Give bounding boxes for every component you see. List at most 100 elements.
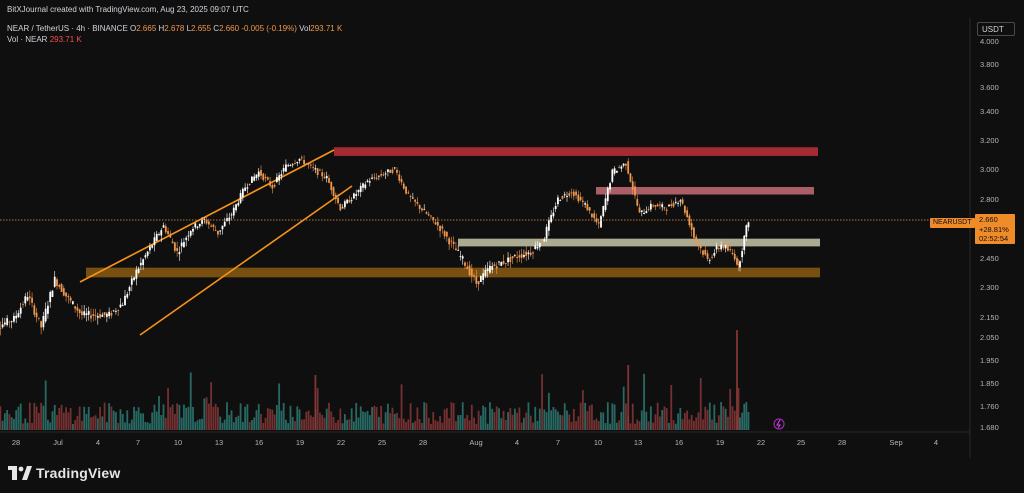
- volume-legend[interactable]: Vol · NEAR 293.71 K: [7, 35, 82, 44]
- volume-bar: [171, 404, 174, 430]
- volume-bar: [139, 413, 142, 430]
- candle-body: [312, 166, 315, 168]
- y-tick-label: 2.800: [980, 195, 999, 204]
- candle-body: [8, 321, 11, 323]
- volume-bar: [214, 403, 217, 430]
- volume-bar: [47, 419, 49, 430]
- candle-body: [739, 261, 741, 268]
- candle-body: [475, 276, 478, 284]
- volume-bar: [339, 408, 342, 430]
- candle-body: [90, 315, 92, 319]
- candle-body: [323, 176, 326, 179]
- volume-bar: [330, 411, 333, 430]
- volume-bar: [704, 406, 707, 430]
- volume-bar: [482, 405, 485, 430]
- volume-bar: [133, 406, 135, 430]
- candle-body: [634, 186, 636, 196]
- candle-body: [557, 197, 559, 205]
- price-change: -0.005 (-0.19%): [241, 24, 297, 33]
- candle-body: [665, 209, 668, 211]
- volume-bar: [235, 417, 237, 430]
- volume-bar: [534, 406, 537, 430]
- candle-body: [19, 307, 22, 314]
- volume-bar: [527, 402, 530, 430]
- volume-bar: [398, 418, 401, 430]
- candle-body: [71, 301, 74, 305]
- volume-bar: [733, 410, 736, 430]
- candle-body: [681, 199, 684, 204]
- volume-bar: [686, 410, 689, 430]
- currency-button[interactable]: USDT: [977, 22, 1015, 36]
- ohlc-high-label: H: [158, 24, 165, 33]
- candle-body: [552, 212, 555, 217]
- volume-bar: [532, 422, 534, 430]
- volume-bar: [572, 408, 575, 430]
- volume-bar: [22, 423, 24, 430]
- volume-bar: [450, 402, 453, 430]
- volume-bar: [457, 415, 460, 430]
- ohlc-low: 2.655: [191, 24, 212, 33]
- volume-bar: [479, 415, 482, 430]
- candle-body: [298, 158, 301, 161]
- volume-bar: [49, 422, 52, 430]
- candle-body: [173, 242, 176, 251]
- volume-bar: [434, 420, 437, 430]
- candle-body: [368, 181, 371, 183]
- volume-bar: [307, 410, 310, 430]
- candle-body: [60, 284, 63, 292]
- x-tick-label: 16: [675, 438, 683, 447]
- volume-bar: [418, 419, 421, 430]
- volume-bar: [289, 405, 292, 430]
- volume-bar: [715, 422, 718, 430]
- candle-body: [724, 245, 727, 249]
- candle-body: [695, 236, 698, 242]
- volume-bar: [96, 418, 99, 430]
- candle-body: [37, 317, 40, 319]
- volume-bar: [543, 409, 546, 430]
- candle-body: [393, 167, 396, 169]
- candle-body: [674, 201, 677, 203]
- candle-body: [49, 292, 52, 303]
- candle-body: [151, 245, 154, 248]
- volume-bar: [459, 414, 462, 430]
- volume-bar: [17, 406, 20, 430]
- candle-body: [649, 203, 652, 210]
- candle-body: [425, 212, 428, 214]
- volume-bar: [563, 403, 566, 430]
- candle-body: [160, 230, 163, 236]
- candle-body: [593, 213, 596, 219]
- volume-bar: [203, 398, 206, 430]
- volume-bar: [737, 388, 740, 430]
- candle-body: [586, 203, 589, 211]
- candle-body: [119, 304, 122, 308]
- volume-bar: [402, 418, 405, 430]
- volume-bar: [194, 421, 197, 430]
- volume-bar: [557, 411, 559, 430]
- ohlc-open: 2.665: [136, 24, 157, 33]
- volume-bar: [217, 407, 219, 430]
- candle-body: [28, 296, 31, 299]
- volume-bar: [631, 403, 634, 430]
- volume-bar: [69, 407, 72, 430]
- volume-bar: [708, 402, 711, 430]
- volume-bar: [117, 422, 120, 430]
- symbol-legend[interactable]: NEAR / TetherUS · 4h · BINANCE O2.665 H2…: [7, 24, 342, 33]
- candle-body: [280, 174, 283, 177]
- candle-body: [167, 231, 169, 234]
- candle-body: [56, 279, 58, 286]
- candle-body: [126, 294, 129, 298]
- candle-body: [584, 203, 587, 205]
- candle-body: [731, 252, 734, 254]
- volume-bar: [604, 423, 607, 430]
- volume-bar: [83, 406, 86, 430]
- volume-bar: [291, 416, 294, 430]
- volume-bar: [484, 407, 487, 430]
- candle-body: [561, 196, 564, 199]
- volume-bar: [430, 423, 432, 430]
- volume-bar: [103, 402, 106, 430]
- volume-bar: [729, 389, 732, 430]
- tradingview-logo[interactable]: TradingView: [8, 464, 120, 482]
- symbol-name: NEAR / TetherUS · 4h · BINANCE: [7, 24, 128, 33]
- candle-body: [430, 215, 432, 217]
